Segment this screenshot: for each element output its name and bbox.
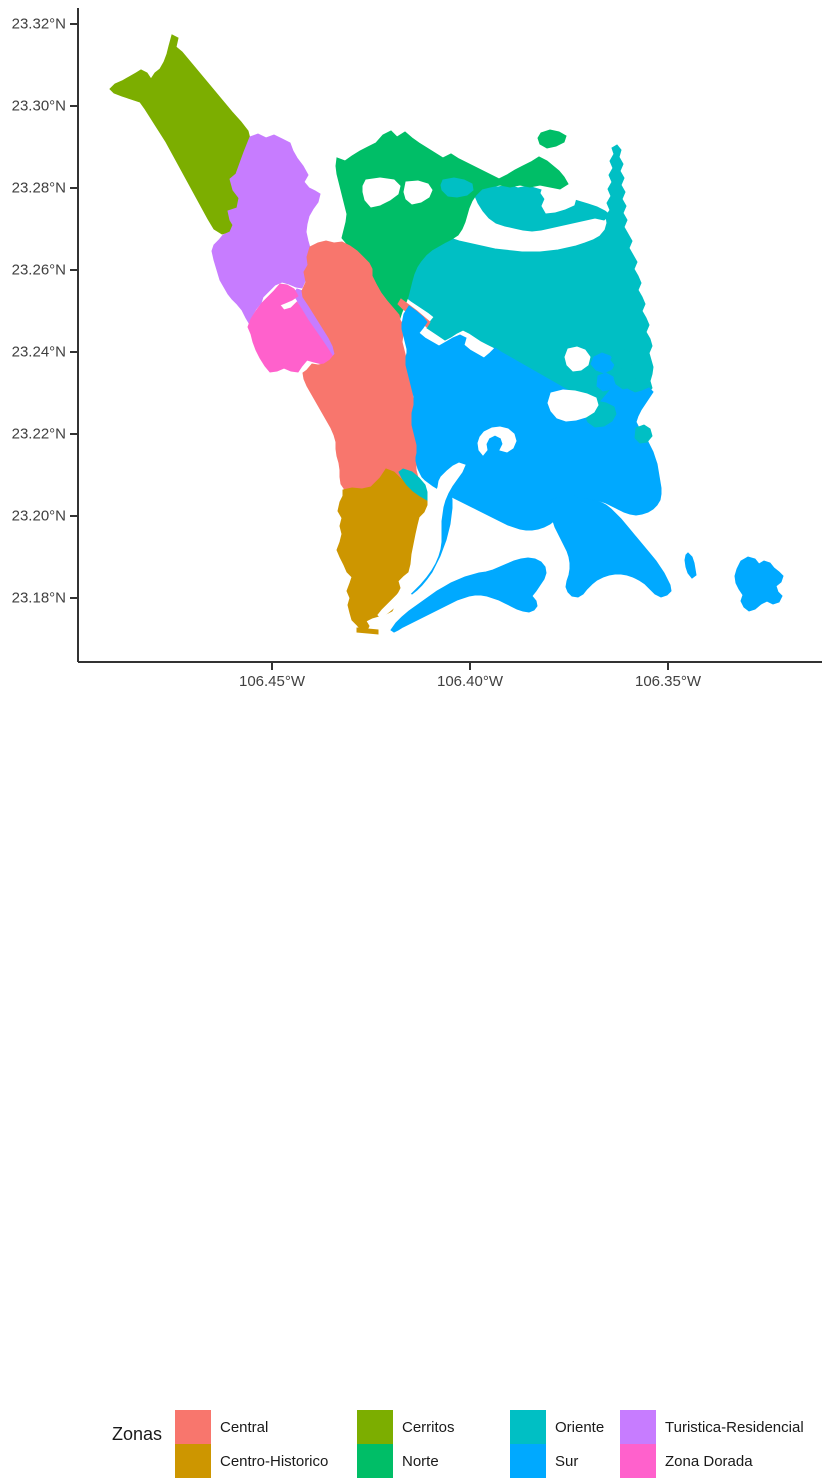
legend-key-swatch xyxy=(510,1410,546,1444)
water-overlay-layer xyxy=(362,177,599,619)
zone-sur xyxy=(734,556,784,612)
y-tick-label: 23.32°N xyxy=(11,15,66,33)
legend-key-swatch xyxy=(510,1444,546,1478)
water-hole xyxy=(362,177,401,208)
zone-turistica xyxy=(211,133,321,325)
y-tick-label: 23.18°N xyxy=(11,589,66,607)
legend-key-swatch xyxy=(175,1444,211,1478)
zone-oriente-enclaves xyxy=(610,348,636,370)
legend-key-swatch xyxy=(357,1410,393,1444)
y-tick-label: 23.20°N xyxy=(11,507,66,525)
zone-sur xyxy=(401,305,662,531)
legend-key-swatch xyxy=(175,1410,211,1444)
legend-item-sur: Sur xyxy=(510,1444,604,1478)
legend-item-norte: Norte xyxy=(357,1444,455,1478)
legend-key-swatch xyxy=(357,1444,393,1478)
water-hole xyxy=(540,186,577,214)
legend-item-turistica-residencial: Turistica-Residencial xyxy=(620,1410,804,1444)
zone-oriente-enclaves xyxy=(398,468,428,501)
y-tick-label: 23.28°N xyxy=(11,179,66,197)
zone-sur xyxy=(549,495,672,598)
y-tick-label: 23.30°N xyxy=(11,97,66,115)
x-tick-label: 106.40°W xyxy=(436,673,504,690)
zone-oriente-enclaves xyxy=(440,177,474,198)
legend-column: Cerritos Norte xyxy=(357,1410,455,1478)
water-hole xyxy=(477,426,517,456)
legend-item-cerritos: Cerritos xyxy=(357,1410,455,1444)
figure: 23.32°N 23.30°N 23.28°N 23.26°N 23.24°N 23.22… xyxy=(0,8,825,1478)
legend-label: Turistica-Residencial xyxy=(665,1418,804,1436)
legend-column: Oriente Sur xyxy=(510,1410,604,1478)
y-tick-label: 23.26°N xyxy=(11,261,66,279)
x-tick-label: 106.45°W xyxy=(238,673,306,690)
zone-oriente xyxy=(405,144,654,415)
legend-label: Norte xyxy=(402,1452,439,1470)
map-canvas xyxy=(70,8,822,670)
x-tick-label: 106.35°W xyxy=(634,673,702,690)
zone-cerritos xyxy=(109,34,251,235)
legend-item-oriente: Oriente xyxy=(510,1410,604,1444)
zone-oriente-enclaves xyxy=(613,369,637,390)
legend-label: Cerritos xyxy=(402,1418,455,1436)
zone-sur xyxy=(590,352,616,374)
axis-layer xyxy=(70,8,822,670)
water-hole xyxy=(403,180,433,205)
zone-norte xyxy=(537,129,567,149)
legend-label: Oriente xyxy=(555,1418,605,1436)
legend-key-swatch xyxy=(620,1410,656,1444)
legend-label: Sur xyxy=(555,1452,579,1470)
legend-label: Centro-Historico xyxy=(220,1452,329,1470)
y-tick-label: 23.22°N xyxy=(11,425,66,443)
legend-item-centro-historico: Centro-Historico xyxy=(175,1444,328,1478)
legend: Zonas Central Centro-Historico Cerritos Nor… xyxy=(0,700,825,1478)
legend-item-zona-dorada: Zona Dorada xyxy=(620,1444,804,1478)
water-hole xyxy=(564,346,591,372)
legend-column: Turistica-Residencial Zona Dorada xyxy=(620,1410,804,1478)
legend-title: Zonas xyxy=(112,1424,163,1444)
zone-centro-historico xyxy=(356,627,379,635)
zone-sur xyxy=(390,557,547,633)
y-tick-label: 23.24°N xyxy=(11,343,66,361)
legend-key-swatch xyxy=(620,1444,656,1478)
water-hole xyxy=(547,389,599,422)
zone-oriente-enclaves xyxy=(634,424,653,444)
legend-label: Central xyxy=(220,1418,269,1436)
zone-sur xyxy=(684,552,697,579)
legend-label: Zona Dorada xyxy=(665,1452,753,1470)
legend-column: Central Centro-Historico xyxy=(175,1410,328,1478)
water-hole xyxy=(377,462,466,619)
zone-layer xyxy=(109,34,784,635)
zone-sur xyxy=(596,372,617,392)
legend-item-central: Central xyxy=(175,1410,328,1444)
